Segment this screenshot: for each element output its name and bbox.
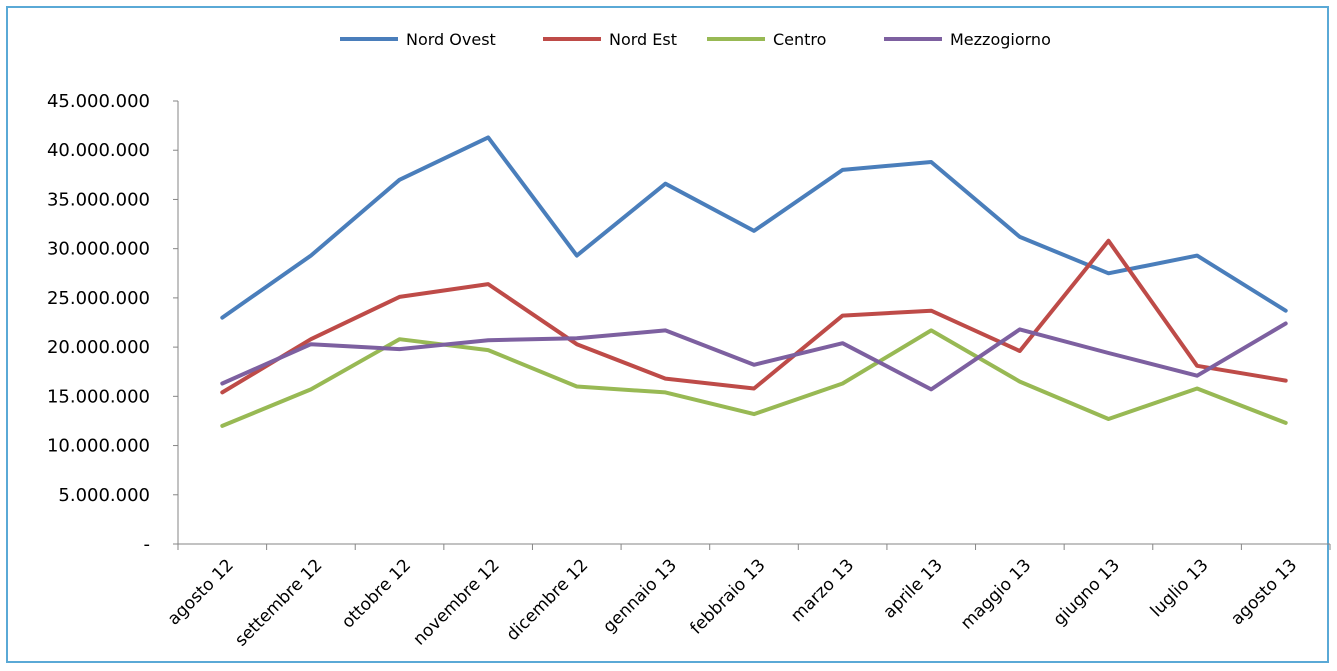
x-tick-label: novembre 12 xyxy=(410,555,504,649)
y-tick-label: 15.000.000 xyxy=(47,386,150,407)
legend-label: Mezzogiorno xyxy=(950,30,1051,49)
y-tick-label: - xyxy=(144,534,151,555)
series-line xyxy=(220,321,1288,392)
series-lines xyxy=(220,135,1288,428)
y-tick-label: 30.000.000 xyxy=(47,239,150,260)
y-tick-label: 25.000.000 xyxy=(47,288,150,309)
x-tick-label: aprile 13 xyxy=(879,555,946,622)
y-tick-label: 20.000.000 xyxy=(47,337,150,358)
y-tick-label: 5.000.000 xyxy=(58,485,150,506)
x-tick-label: giugno 13 xyxy=(1050,555,1124,629)
x-tick-label: maggio 13 xyxy=(957,555,1035,633)
legend-label: Nord Ovest xyxy=(406,30,496,49)
legend-label: Nord Est xyxy=(609,30,677,49)
y-tick-label: 45.000.000 xyxy=(47,91,150,112)
x-tick-label: dicembre 12 xyxy=(503,555,593,645)
series-line xyxy=(220,135,1288,320)
legend-label: Centro xyxy=(773,30,826,49)
chart-frame xyxy=(6,6,1329,663)
x-tick-label: agosto 12 xyxy=(164,555,238,629)
x-tick-label: gennaio 13 xyxy=(599,555,681,637)
y-tick-label: 40.000.000 xyxy=(47,140,150,161)
x-tick-label: agosto 13 xyxy=(1227,555,1301,629)
x-tick-label: ottobre 12 xyxy=(338,555,415,632)
y-tick-label: 35.000.000 xyxy=(47,189,150,210)
legend: Nord Ovest Nord Est Centro Mezzogiorno xyxy=(340,30,1051,49)
x-tick-label: febbraio 13 xyxy=(686,555,769,638)
x-tick-label: marzo 13 xyxy=(787,555,858,626)
x-tick-label: settembre 12 xyxy=(231,555,326,650)
y-tick-label: 10.000.000 xyxy=(47,436,150,457)
series-line xyxy=(220,238,1288,395)
x-tick-label: luglio 13 xyxy=(1147,555,1213,621)
y-axis: - 5.000.000 10.000.000 15.000.000 20.000.000… xyxy=(47,91,179,555)
series-line xyxy=(220,328,1288,428)
